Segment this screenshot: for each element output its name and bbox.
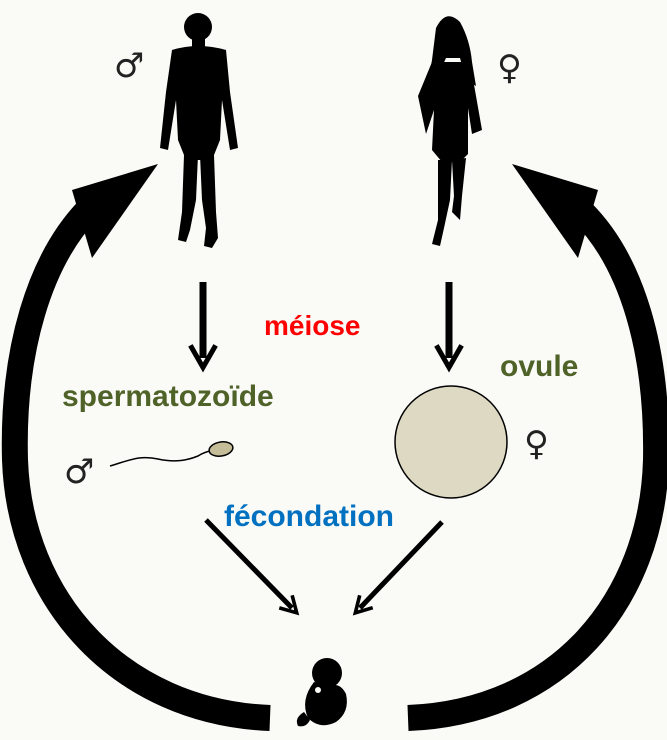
- man-silhouette-icon: [160, 13, 238, 248]
- woman-silhouette-icon: [418, 16, 482, 246]
- female-symbol-top: ♀: [497, 48, 522, 88]
- female-symbol-ovule: ♀: [524, 424, 549, 464]
- fecondation-label: fécondation: [224, 500, 394, 533]
- ovule-label: ovule: [500, 350, 579, 383]
- ovule-cell-icon: [394, 385, 508, 499]
- meiose-label: méiose: [264, 310, 361, 341]
- spermatozoide-label: spermatozoïde: [62, 380, 274, 413]
- sperm-cell-icon: [109, 441, 234, 467]
- fertilization-arrow-right: [352, 520, 444, 616]
- male-symbol-top: ♂: [114, 46, 145, 86]
- left-cycle-arrow: [1, 164, 271, 731]
- embryo-icon: [296, 658, 347, 727]
- male-symbol-sperm: ♂: [64, 452, 95, 492]
- right-cycle-arrow: [407, 164, 667, 731]
- fertilization-arrow-left: [204, 518, 300, 616]
